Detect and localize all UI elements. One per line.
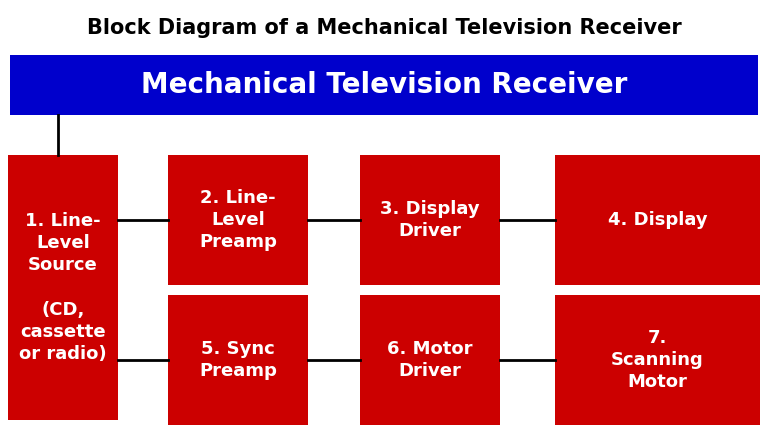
Bar — [8, 155, 118, 420]
Bar — [168, 295, 308, 425]
Text: Block Diagram of a Mechanical Television Receiver: Block Diagram of a Mechanical Television… — [87, 18, 681, 38]
Bar — [168, 155, 308, 285]
Text: 4. Display: 4. Display — [607, 211, 707, 229]
Bar — [555, 155, 760, 285]
Bar — [360, 155, 500, 285]
Bar — [555, 295, 760, 425]
Text: 1. Line-
Level
Source

(CD,
cassette
or radio): 1. Line- Level Source (CD, cassette or r… — [19, 212, 107, 363]
Bar — [360, 295, 500, 425]
Text: 7.
Scanning
Motor: 7. Scanning Motor — [611, 329, 704, 391]
Text: 5. Sync
Preamp: 5. Sync Preamp — [199, 340, 277, 380]
Bar — [10, 55, 758, 115]
Text: 3. Display
Driver: 3. Display Driver — [380, 200, 480, 240]
Text: Mechanical Television Receiver: Mechanical Television Receiver — [141, 71, 627, 99]
Text: 6. Motor
Driver: 6. Motor Driver — [387, 340, 473, 380]
Text: 2. Line-
Level
Preamp: 2. Line- Level Preamp — [199, 189, 277, 251]
